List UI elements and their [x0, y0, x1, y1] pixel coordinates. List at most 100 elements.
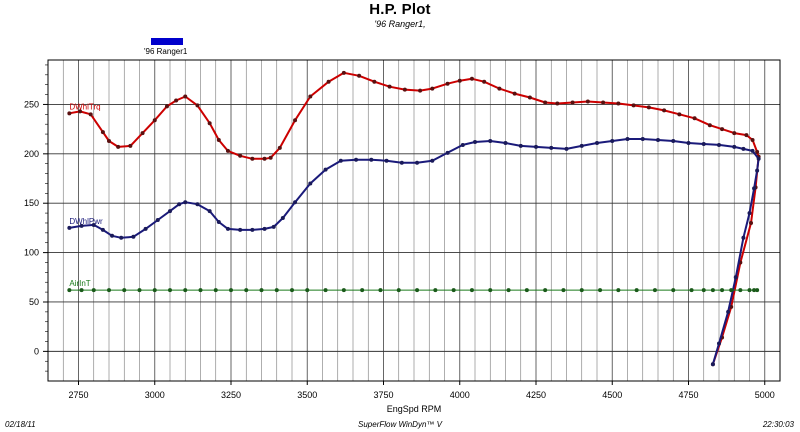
- x-axis-label: EngSpd RPM: [387, 404, 442, 414]
- data-point-airint: [543, 288, 548, 293]
- y-tick-label: 200: [24, 149, 39, 159]
- data-point-dwhltrq: [677, 112, 682, 117]
- y-tick-label: 100: [24, 248, 39, 258]
- legend-swatch: [151, 38, 183, 45]
- data-point-dwhlpwr: [732, 144, 737, 149]
- data-point-dwhlpwr: [460, 142, 465, 147]
- data-point-dwhlpwr: [747, 211, 752, 216]
- data-point-airint: [689, 288, 694, 293]
- data-point-dwhltrq: [585, 99, 590, 104]
- data-point-airint: [598, 288, 603, 293]
- data-point-dwhltrq: [67, 111, 72, 116]
- data-point-dwhltrq: [183, 94, 188, 99]
- data-point-dwhltrq: [326, 79, 331, 84]
- data-point-airint: [561, 288, 566, 293]
- legend-label: '96 Ranger1: [144, 47, 188, 56]
- data-point-dwhltrq: [174, 98, 179, 103]
- data-point-airint: [506, 288, 511, 293]
- data-point-dwhltrq: [88, 112, 93, 117]
- data-point-dwhlpwr: [415, 160, 420, 165]
- data-point-dwhltrq: [662, 108, 667, 113]
- data-point-dwhltrq: [277, 145, 282, 150]
- data-point-dwhltrq: [152, 118, 157, 123]
- data-point-dwhlpwr: [671, 138, 676, 143]
- x-tick-label: 2750: [68, 390, 88, 400]
- x-tick-label: 3750: [373, 390, 393, 400]
- data-point-dwhltrq: [430, 86, 435, 91]
- x-tick-label: 4500: [602, 390, 622, 400]
- data-point-dwhlpwr: [656, 138, 660, 143]
- chart-title: H.P. Plot: [369, 1, 431, 18]
- data-point-dwhltrq: [570, 100, 575, 105]
- data-point-airint: [652, 288, 657, 293]
- x-tick-label: 4000: [450, 390, 470, 400]
- data-point-airint: [168, 288, 172, 293]
- data-point-airint: [137, 288, 142, 293]
- data-point-dwhlpwr: [91, 222, 96, 227]
- grid-layer: [48, 60, 780, 381]
- data-point-dwhltrq: [225, 148, 230, 153]
- data-point-dwhltrq: [555, 101, 560, 106]
- data-point-dwhltrq: [543, 100, 548, 105]
- data-point-dwhltrq: [631, 103, 636, 108]
- data-point-airint: [451, 288, 456, 293]
- data-point-dwhltrq: [497, 86, 502, 91]
- x-tick-label: 4250: [526, 390, 546, 400]
- data-point-dwhlpwr: [741, 146, 746, 151]
- data-point-dwhlpwr: [155, 218, 160, 223]
- data-point-dwhlpwr: [756, 156, 761, 161]
- y-tick-label: 0: [34, 346, 39, 356]
- series-layer: DWhlTrq DWhlPwr AirInT: [67, 70, 761, 367]
- data-point-dwhltrq: [140, 131, 145, 136]
- data-point-dwhltrq: [250, 156, 255, 161]
- data-point-dwhltrq: [732, 131, 737, 136]
- data-point-dwhltrq: [457, 78, 462, 83]
- data-point-dwhlpwr: [445, 150, 450, 155]
- data-point-airint: [701, 288, 706, 293]
- data-point-dwhlpwr: [488, 138, 493, 143]
- data-point-airint: [213, 288, 218, 293]
- data-point-dwhltrq: [755, 149, 760, 154]
- data-point-dwhltrq: [164, 104, 169, 109]
- data-point-dwhlpwr: [741, 235, 746, 240]
- data-point-dwhltrq: [387, 84, 392, 89]
- data-point-airint: [274, 288, 279, 293]
- data-point-dwhlpwr: [595, 140, 599, 145]
- footer-app-name: SuperFlow WinDyn™ V: [358, 420, 442, 429]
- data-point-airint: [341, 288, 346, 293]
- series-label-airint: AirInT: [69, 279, 90, 288]
- data-point-dwhltrq: [216, 138, 221, 143]
- data-point-dwhltrq: [308, 94, 313, 99]
- data-point-dwhlpwr: [280, 216, 285, 221]
- x-tick-label: 5000: [755, 390, 775, 400]
- data-point-airint: [323, 288, 328, 293]
- data-point-airint: [524, 288, 529, 293]
- data-point-dwhlpwr: [100, 227, 105, 232]
- data-point-dwhltrq: [128, 143, 133, 148]
- data-point-airint: [107, 288, 111, 293]
- data-point-dwhltrq: [195, 103, 200, 108]
- data-point-airint: [433, 288, 438, 293]
- data-point-dwhlpwr: [207, 209, 212, 214]
- data-point-dwhlpwr: [710, 362, 715, 367]
- data-point-dwhlpwr: [271, 224, 276, 229]
- data-point-dwhltrq: [750, 138, 755, 143]
- data-point-dwhltrq: [749, 220, 754, 225]
- footer-time: 22:30:03: [762, 420, 794, 429]
- x-tick-label: 3000: [145, 390, 165, 400]
- data-point-dwhltrq: [293, 118, 298, 123]
- data-point-dwhlpwr: [640, 137, 645, 142]
- data-point-airint: [469, 288, 474, 293]
- data-point-dwhlpwr: [293, 200, 298, 205]
- data-point-dwhltrq: [78, 109, 83, 114]
- data-point-airint: [91, 288, 96, 293]
- data-point-dwhlpwr: [750, 148, 755, 153]
- data-point-dwhltrq: [268, 155, 273, 160]
- data-point-dwhltrq: [744, 133, 749, 138]
- data-point-dwhlpwr: [131, 234, 136, 239]
- data-point-dwhlpwr: [384, 158, 389, 163]
- data-point-dwhlpwr: [503, 140, 508, 145]
- data-point-dwhltrq: [601, 100, 606, 105]
- data-point-dwhlpwr: [79, 223, 84, 228]
